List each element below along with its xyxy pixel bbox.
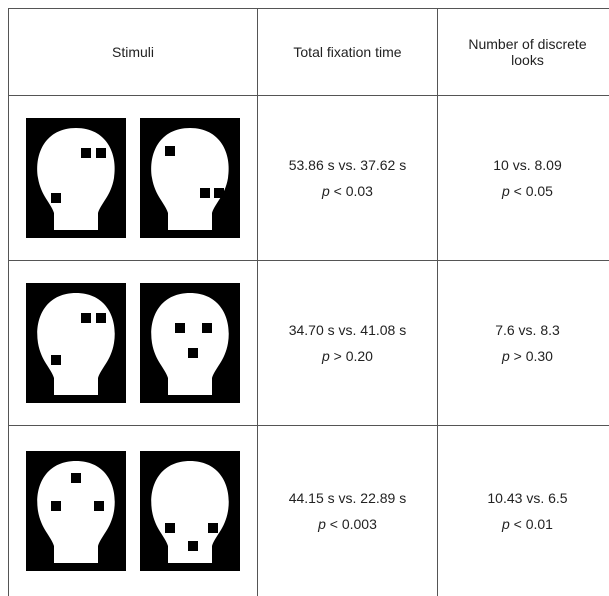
fixation-cell: 44.15 s vs. 22.89 s p < 0.003 [256, 425, 438, 596]
face-image [25, 451, 126, 571]
looks-value: 10 vs. 8.09 [493, 157, 562, 173]
p-value: < 0.01 [513, 516, 553, 532]
header-cell: Stimuli [8, 8, 258, 96]
p-value: > 0.20 [333, 348, 373, 364]
stat-symbol: p [501, 516, 510, 532]
stat-symbol: p [321, 183, 330, 199]
face-image [25, 283, 126, 403]
header-text: Total fixation time [293, 44, 402, 60]
p-value: > 0.30 [513, 348, 553, 364]
looks-value: 7.6 vs. 8.3 [495, 322, 560, 338]
row: 44.15 s vs. 22.89 s p < 0.003 10.43 vs. … [8, 425, 609, 596]
row: 34.70 s vs. 41.08 s p > 0.20 7.6 vs. 8.3… [8, 260, 609, 426]
p-value: < 0.03 [333, 183, 373, 199]
stimuli-cell [8, 260, 258, 426]
header-row: Stimuli Total fixation time Number of di… [8, 8, 609, 96]
header-cell: Total fixation time [256, 8, 438, 96]
stimuli-cell [8, 95, 258, 261]
looks-value: 10.43 vs. 6.5 [487, 490, 568, 506]
fixation-cell: 53.86 s vs. 37.62 s p < 0.03 [256, 95, 438, 261]
looks-cell: 7.6 vs. 8.3 p > 0.30 [436, 260, 609, 426]
face-image [25, 118, 126, 238]
stat-symbol: p [501, 183, 510, 199]
face-image [139, 451, 240, 571]
header-text: Number of discrete looks [468, 36, 587, 68]
fixation-cell: 34.70 s vs. 41.08 s p > 0.20 [256, 260, 438, 426]
fixation-value: 53.86 s vs. 37.62 s [288, 157, 407, 173]
p-value: < 0.003 [329, 516, 377, 532]
looks-cell: 10 vs. 8.09 p < 0.05 [436, 95, 609, 261]
stat-symbol: p [501, 348, 510, 364]
face-image [139, 283, 240, 403]
stat-symbol: p [321, 348, 330, 364]
looks-cell: 10.43 vs. 6.5 p < 0.01 [436, 425, 609, 596]
face-image [139, 118, 240, 238]
fixation-value: 44.15 s vs. 22.89 s [288, 490, 407, 506]
header-cell: Number of discrete looks [436, 8, 609, 96]
p-value: < 0.05 [513, 183, 553, 199]
stat-symbol: p [318, 516, 326, 532]
stimuli-cell [8, 425, 258, 596]
header-text: Stimuli [111, 44, 154, 60]
fixation-value: 34.70 s vs. 41.08 s [288, 322, 407, 338]
row: 53.86 s vs. 37.62 s p < 0.03 10 vs. 8.09… [8, 95, 609, 261]
results-table: Stimuli Total fixation time Number of di… [8, 8, 609, 596]
